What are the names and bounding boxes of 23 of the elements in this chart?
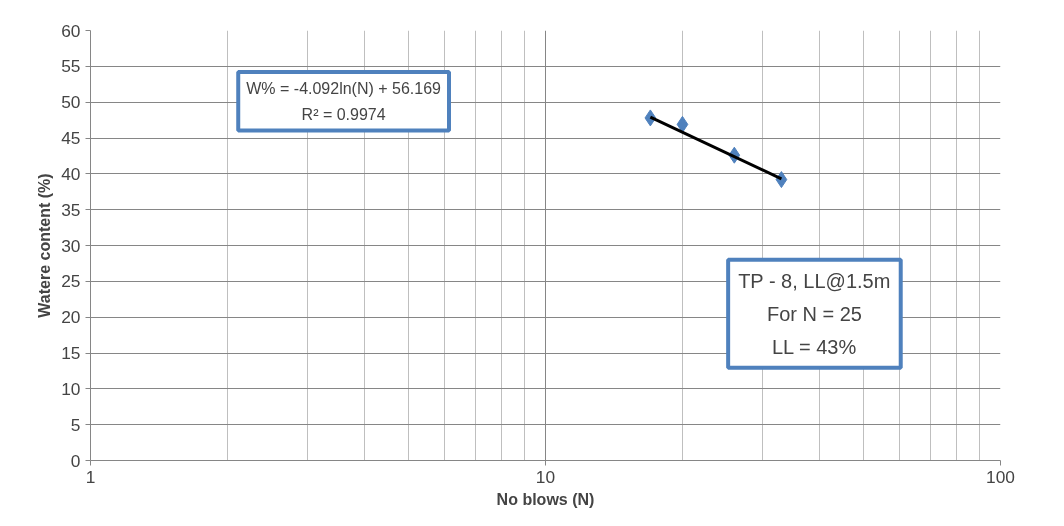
y-tick-label: 35 [61, 199, 81, 220]
annotation: LL = 43% [771, 335, 857, 358]
y-tick-label: 20 [61, 307, 81, 328]
y-tick-label: 30 [61, 235, 81, 256]
annotation: W% = -4.092ln(N) + 56.169 [246, 80, 442, 98]
y-tick-label: 50 [61, 92, 81, 113]
y-tick-label: 15 [61, 343, 81, 363]
y-tick-label: 10 [61, 378, 81, 399]
annotation: R² = 0.9974 [301, 105, 386, 123]
x-tick-label: 100 [986, 466, 1015, 487]
y-tick-label: 60 [61, 20, 81, 41]
y-tick-label: 5 [70, 414, 81, 435]
x-axis-title: No blows (N) [496, 490, 595, 508]
y-tick-label: 25 [61, 271, 81, 292]
annotation: TP - 8, LL@1.5m [738, 269, 891, 292]
x-tick-label: 1 [85, 466, 96, 487]
annotation: For N = 25 [766, 302, 862, 325]
y-tick-label: 0 [70, 450, 81, 471]
y-tick-label: 40 [61, 163, 81, 184]
y-tick-label: 55 [61, 56, 81, 77]
x-tick-label: 10 [535, 466, 556, 487]
y-axis-title: Watere content (%) [36, 173, 54, 318]
y-tick-label: 45 [61, 128, 81, 148]
